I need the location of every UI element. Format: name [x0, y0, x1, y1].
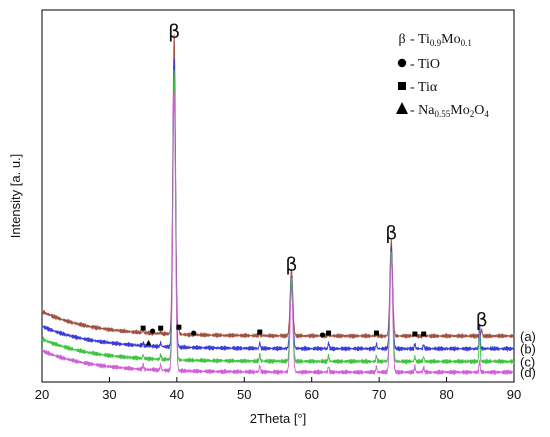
x-tick-label: 40 [170, 387, 184, 402]
legend-dash: - [410, 32, 418, 47]
ti-alpha-marker [412, 331, 418, 337]
plot-frame [41, 9, 515, 383]
legend-formula-text: TiO [418, 57, 440, 72]
legend-entry: - Ti0.9Mo0.1 [410, 32, 472, 48]
legend-formula-text: Tiα [418, 80, 438, 95]
legend-subscript: 0.9 [430, 38, 442, 48]
ti-alpha-marker [257, 329, 263, 335]
na-mo-o-marker [145, 339, 152, 346]
legend-formula-text: Na [418, 103, 435, 118]
legend-circle-icon [397, 58, 407, 68]
legend-dash: - [410, 103, 418, 118]
x-tick-label: 70 [372, 387, 386, 402]
tio-marker [149, 328, 156, 334]
legend-formula-text: O [474, 103, 484, 118]
legend-square-icon [398, 82, 406, 90]
legend-dash: - [410, 80, 418, 95]
series-labels: (a)(b)(c)(d) [520, 329, 536, 380]
series-label: (c) [520, 354, 535, 369]
series-label: (b) [520, 342, 536, 357]
legend-formula-text: Ti [418, 32, 430, 47]
legend-triangle-icon [396, 102, 408, 114]
x-tick-label: 30 [102, 387, 116, 402]
legend-subscript: 0.1 [461, 38, 472, 48]
beta-peak-label: β [385, 222, 397, 244]
beta-peak-label: β [168, 20, 180, 42]
ti-alpha-marker [373, 330, 379, 336]
legend-entry: - Na0.55Mo2O4 [410, 103, 489, 119]
legend-entry: - TiO [410, 57, 440, 72]
legend-formula-text: Mo [450, 103, 469, 118]
series-label: (a) [520, 329, 536, 344]
series-line [41, 34, 515, 340]
x-tick-label: 60 [304, 387, 318, 402]
legend-subscript: 0.55 [435, 109, 451, 119]
ti-alpha-marker [176, 324, 182, 330]
ti-alpha-marker [326, 330, 332, 336]
series-layer [41, 34, 515, 376]
legend-dash: - [410, 57, 418, 72]
legend-subscript: 2 [470, 109, 475, 119]
x-tick-label: 20 [35, 387, 49, 402]
y-axis-title: Intensity [a. u.] [8, 154, 23, 239]
legend-formula-text: Mo [441, 32, 460, 47]
legend: β- Ti0.9Mo0.1- TiO- Tiα- Na0.55Mo2O4 [396, 32, 489, 119]
series-line [41, 58, 515, 353]
ti-alpha-marker [140, 325, 146, 331]
legend-subscript: 4 [484, 109, 489, 119]
legend-entry: - Tiα [410, 80, 438, 95]
beta-peak-label: β [476, 309, 488, 331]
tio-marker [191, 330, 197, 336]
series-label: (d) [520, 365, 536, 380]
ti-alpha-marker [158, 325, 164, 331]
marker-layer: β β β β [140, 20, 488, 346]
beta-peak-label: β [285, 253, 297, 275]
legend-beta-symbol: β [398, 32, 405, 47]
x-tick-label: 80 [439, 387, 453, 402]
x-tick-label: 50 [237, 387, 251, 402]
tio-marker [319, 332, 326, 338]
x-axis-title: 2Theta [°] [250, 411, 307, 426]
x-axis: 20 30 40 50 60 70 80 90 [35, 377, 521, 402]
series-line [41, 69, 515, 365]
ti-alpha-marker [421, 331, 427, 337]
x-tick-label: 90 [507, 387, 521, 402]
series-line [41, 91, 515, 376]
